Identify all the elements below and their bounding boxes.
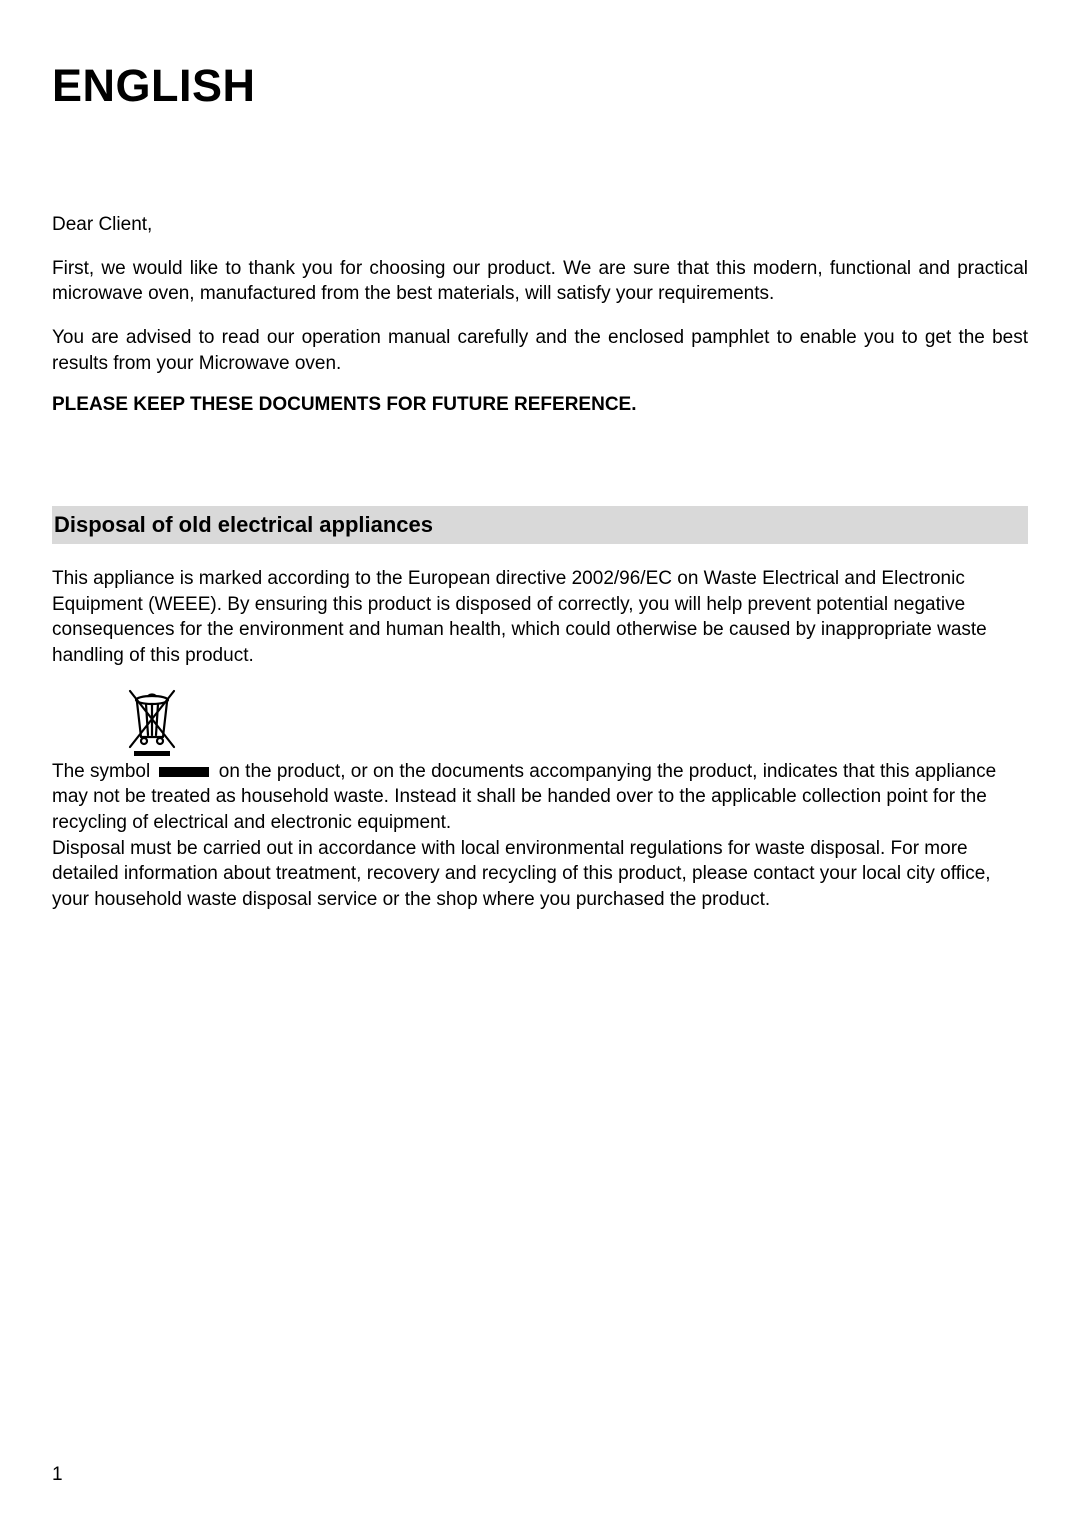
symbol-paragraph: The symbol on the product, or on the doc… [52, 759, 1028, 836]
disposal-paragraph: Disposal must be carried out in accordan… [52, 836, 1028, 913]
keep-documents-notice: PLEASE KEEP THESE DOCUMENTS FOR FUTURE R… [52, 394, 1028, 416]
weee-bin-icon [124, 689, 180, 759]
weee-icon-block [52, 689, 1028, 759]
intro-paragraph-2: You are advised to read our operation ma… [52, 325, 1028, 376]
weee-paragraph: This appliance is marked according to th… [52, 566, 1028, 669]
greeting-text: Dear Client, [52, 212, 1028, 238]
section-header-disposal: Disposal of old electrical appliances [52, 506, 1028, 544]
symbol-placeholder-icon [159, 767, 209, 777]
page-number: 1 [52, 1464, 63, 1486]
symbol-text-pre: The symbol [52, 761, 150, 782]
page-title: ENGLISH [52, 60, 1028, 112]
intro-paragraph-1: First, we would like to thank you for ch… [52, 256, 1028, 307]
